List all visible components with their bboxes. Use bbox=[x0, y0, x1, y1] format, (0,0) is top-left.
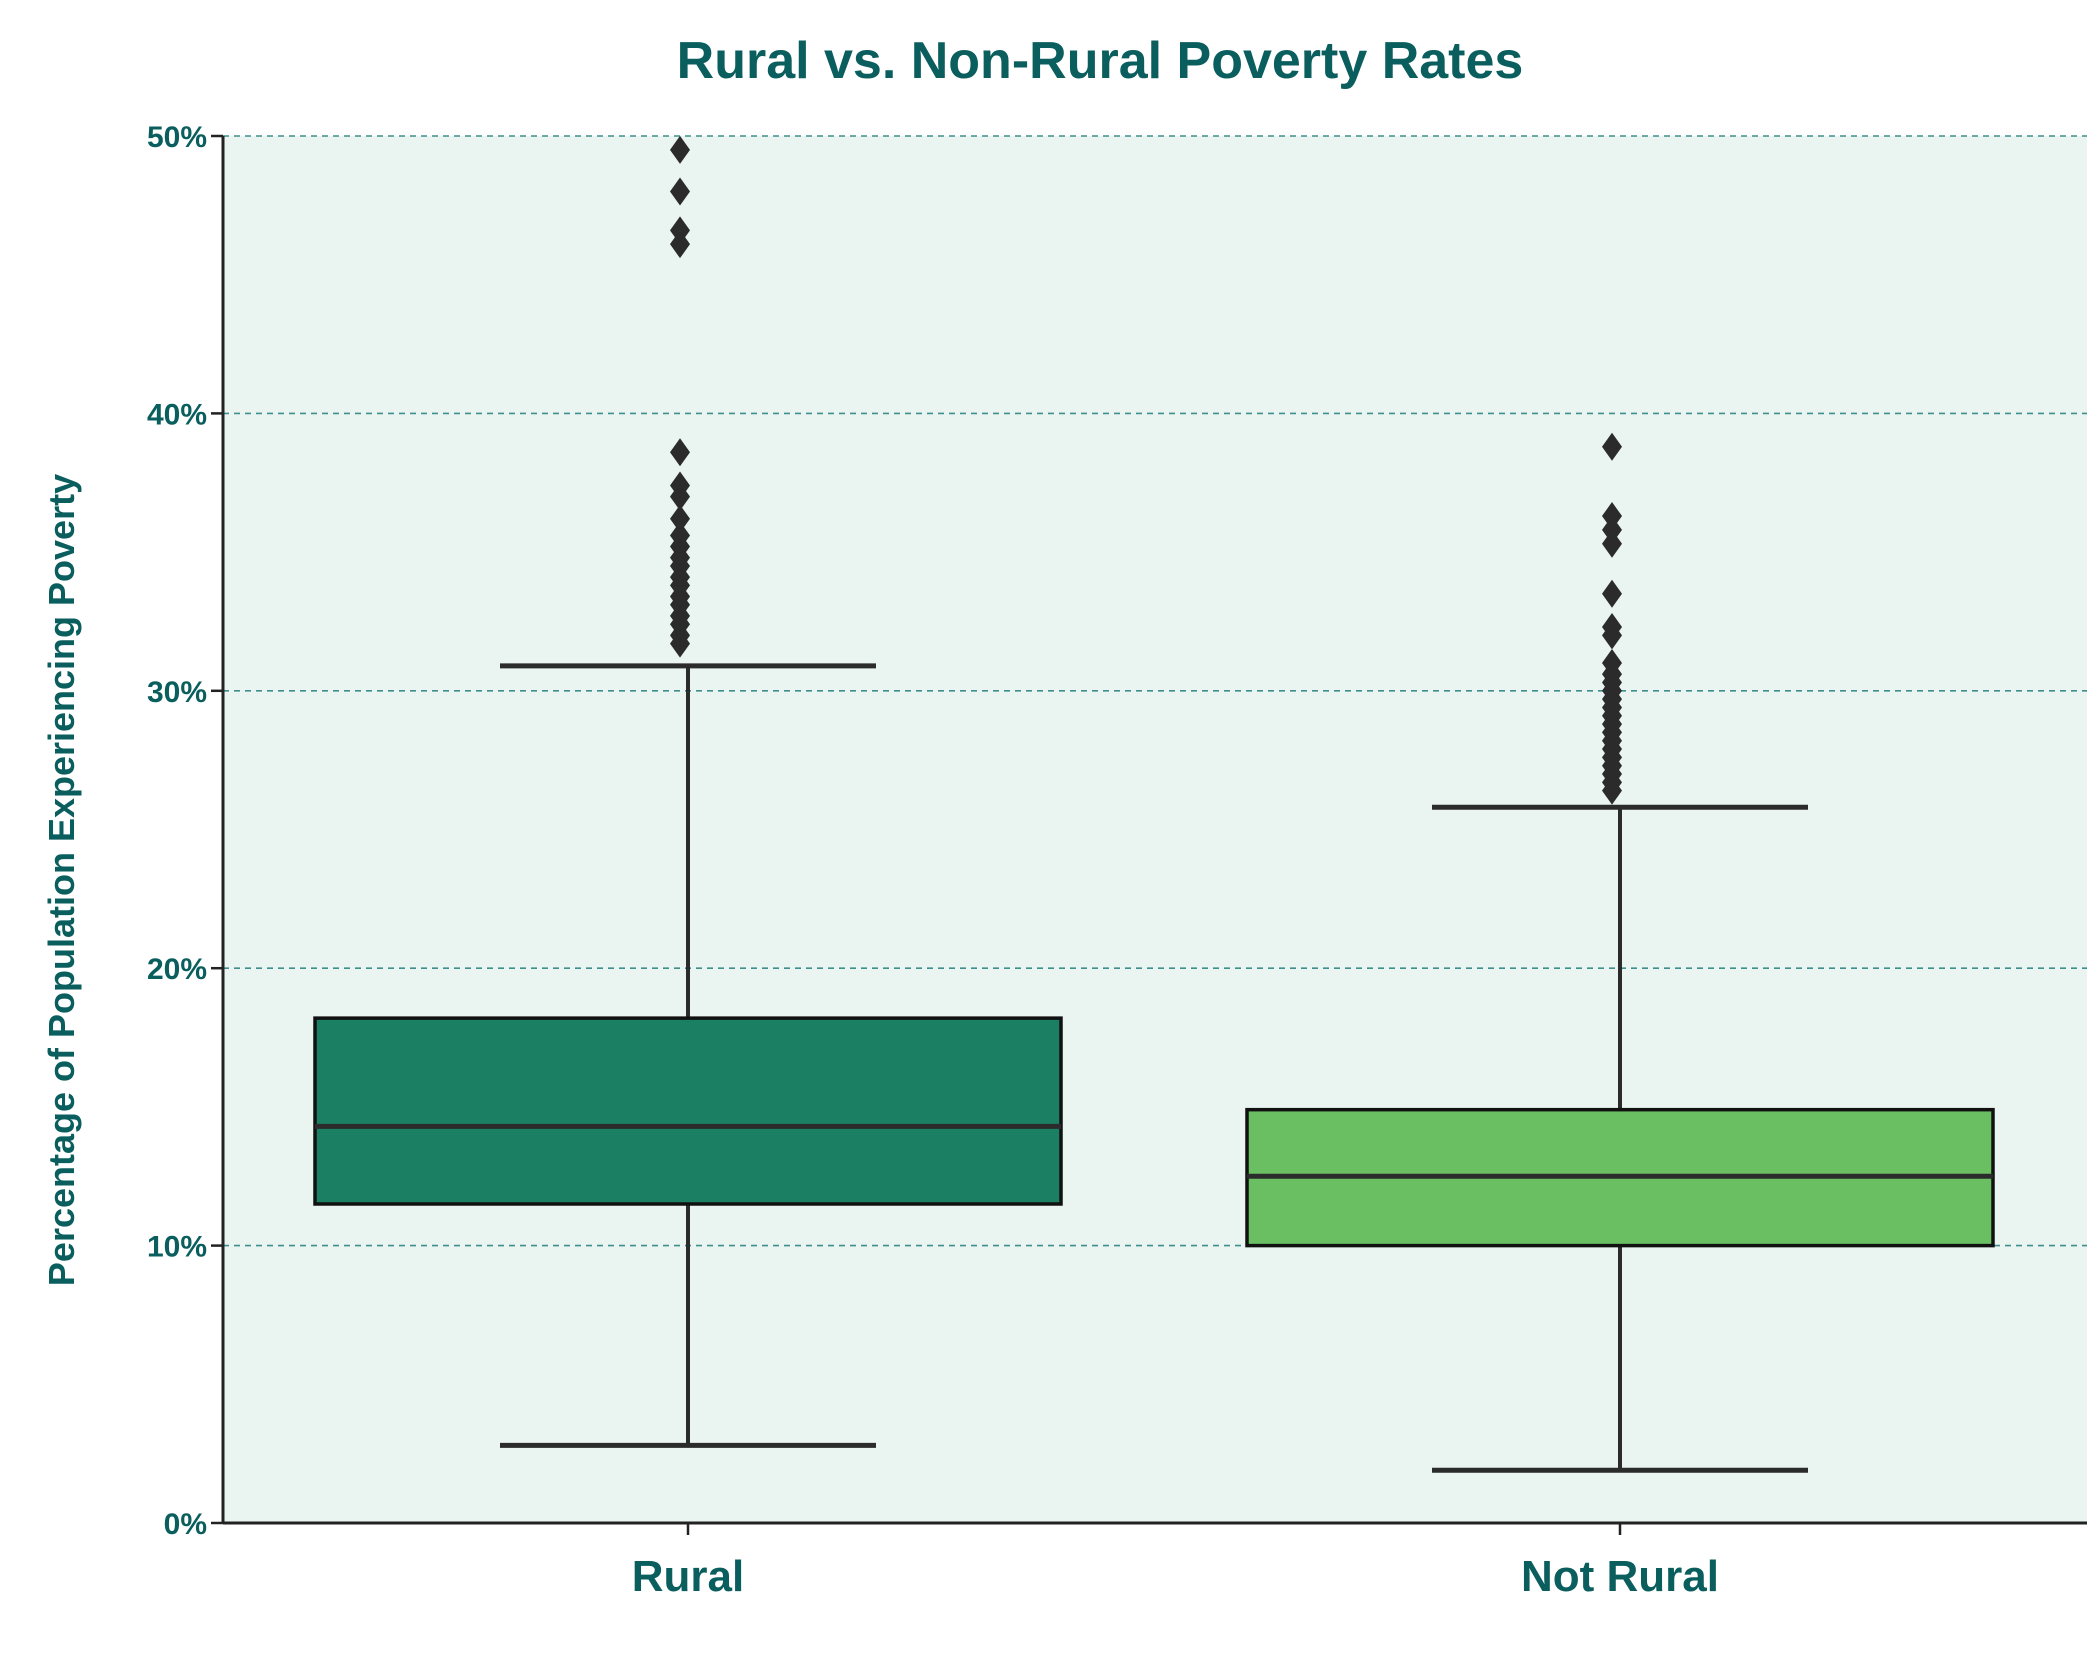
y-tick-label-10: 10% bbox=[147, 1231, 207, 1264]
x-tick-label-not-rural: Not Rural bbox=[1521, 1552, 1719, 1601]
x-tick-label-rural: Rural bbox=[632, 1552, 744, 1601]
outlier-not-rural-18 bbox=[1602, 579, 1622, 608]
outlier-rural-14 bbox=[670, 471, 690, 500]
chart-title: Rural vs. Non-Rural Poverty Rates bbox=[677, 32, 1524, 90]
y-tick-label-40: 40% bbox=[147, 398, 207, 431]
outlier-not-rural-15 bbox=[1602, 649, 1622, 678]
outlier-rural-11 bbox=[670, 521, 690, 550]
outlier-not-rural-22 bbox=[1602, 432, 1622, 461]
plot-area: 0% 10% 20% 30% 40% 50% Rural Not Rural bbox=[147, 121, 2087, 1601]
box-rural bbox=[313, 1016, 1063, 1206]
plot-background bbox=[223, 136, 2087, 1523]
box-group-rural: Rural bbox=[313, 135, 1063, 1601]
outlier-rural-19 bbox=[670, 135, 690, 164]
outlier-not-rural-21 bbox=[1602, 502, 1622, 531]
y-tick-label-0: 0% bbox=[164, 1508, 207, 1541]
y-tick-label-30: 30% bbox=[147, 676, 207, 709]
box-group-not-rural: Not Rural bbox=[1245, 432, 1995, 1601]
outlier-rural-18 bbox=[670, 177, 690, 206]
y-tick-label-50: 50% bbox=[147, 121, 207, 154]
y-tick-label-20: 20% bbox=[147, 953, 207, 986]
outlier-rural-12 bbox=[670, 504, 690, 533]
y-axis-label: Percentage of Population Experiencing Po… bbox=[41, 474, 82, 1286]
outlier-rural-15 bbox=[670, 438, 690, 467]
outlier-not-rural-17 bbox=[1602, 612, 1622, 641]
outlier-rural-17 bbox=[670, 216, 690, 245]
